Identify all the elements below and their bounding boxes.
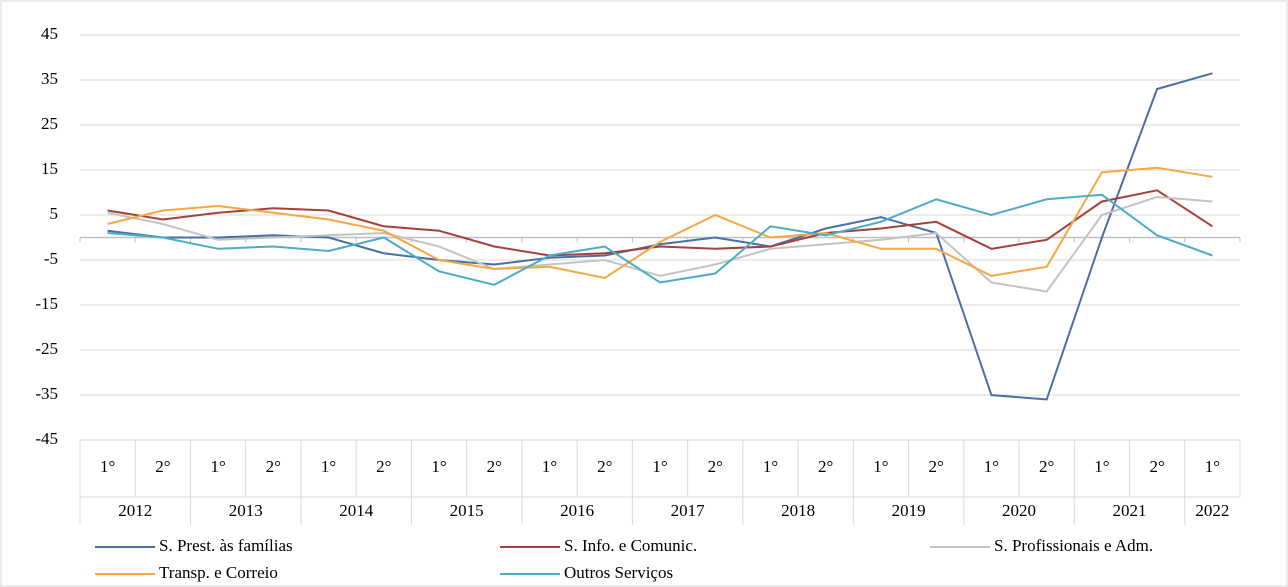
legend-label: Transp. e Correio: [159, 563, 278, 582]
y-tick-label: -5: [44, 249, 58, 268]
year-label: 2021: [1113, 501, 1147, 520]
x-tick-label: 1°: [210, 457, 225, 476]
y-tick-label: 15: [41, 159, 58, 178]
x-tick-label: 2°: [929, 457, 944, 476]
y-tick-label: -35: [35, 384, 58, 403]
x-tick-label: 2°: [597, 457, 612, 476]
x-tick-label: 2°: [1149, 457, 1164, 476]
series-line: [107, 189, 1213, 257]
y-tick-label: 45: [41, 24, 58, 43]
series-line: [107, 72, 1213, 401]
x-tick-label: 2°: [266, 457, 281, 476]
year-label: 2015: [450, 501, 484, 520]
series-line: [107, 193, 1213, 286]
legend-label: S. Info. e Comunic.: [564, 536, 697, 555]
x-tick-label: 1°: [873, 457, 888, 476]
year-label: 2022: [1195, 501, 1229, 520]
x-tick-label: 1°: [1205, 457, 1220, 476]
x-tick-label: 2°: [1039, 457, 1054, 476]
legend-label: Outros Serviços: [564, 563, 673, 582]
year-label: 2013: [229, 501, 263, 520]
x-tick-label: 2°: [376, 457, 391, 476]
y-tick-label: -25: [35, 339, 58, 358]
x-tick-label: 2°: [155, 457, 170, 476]
x-tick-label: 1°: [100, 457, 115, 476]
legend-label: S. Prest. às famílias: [159, 536, 293, 555]
y-tick-label: 5: [50, 204, 59, 223]
year-label: 2014: [339, 501, 374, 520]
x-tick-label: 2°: [818, 457, 833, 476]
x-tick-label: 1°: [321, 457, 336, 476]
legend-label: S. Profissionais e Adm.: [994, 536, 1153, 555]
x-tick-label: 1°: [542, 457, 557, 476]
x-tick-label: 1°: [1094, 457, 1109, 476]
y-tick-label: 35: [41, 69, 58, 88]
series-line: [107, 166, 1213, 280]
series-line: [107, 195, 1213, 293]
year-label: 2020: [1002, 501, 1036, 520]
x-tick-label: 2°: [708, 457, 723, 476]
y-tick-label: -15: [35, 294, 58, 313]
x-tick-label: 1°: [763, 457, 778, 476]
year-label: 2018: [781, 501, 815, 520]
year-label: 2019: [892, 501, 926, 520]
year-label: 2016: [560, 501, 594, 520]
y-tick-label: 25: [41, 114, 58, 133]
x-tick-label: 2°: [487, 457, 502, 476]
year-label: 2012: [118, 501, 152, 520]
x-tick-label: 1°: [984, 457, 999, 476]
year-label: 2017: [671, 501, 706, 520]
y-tick-label: -45: [35, 429, 58, 448]
x-tick-label: 1°: [652, 457, 667, 476]
x-tick-label: 1°: [431, 457, 446, 476]
